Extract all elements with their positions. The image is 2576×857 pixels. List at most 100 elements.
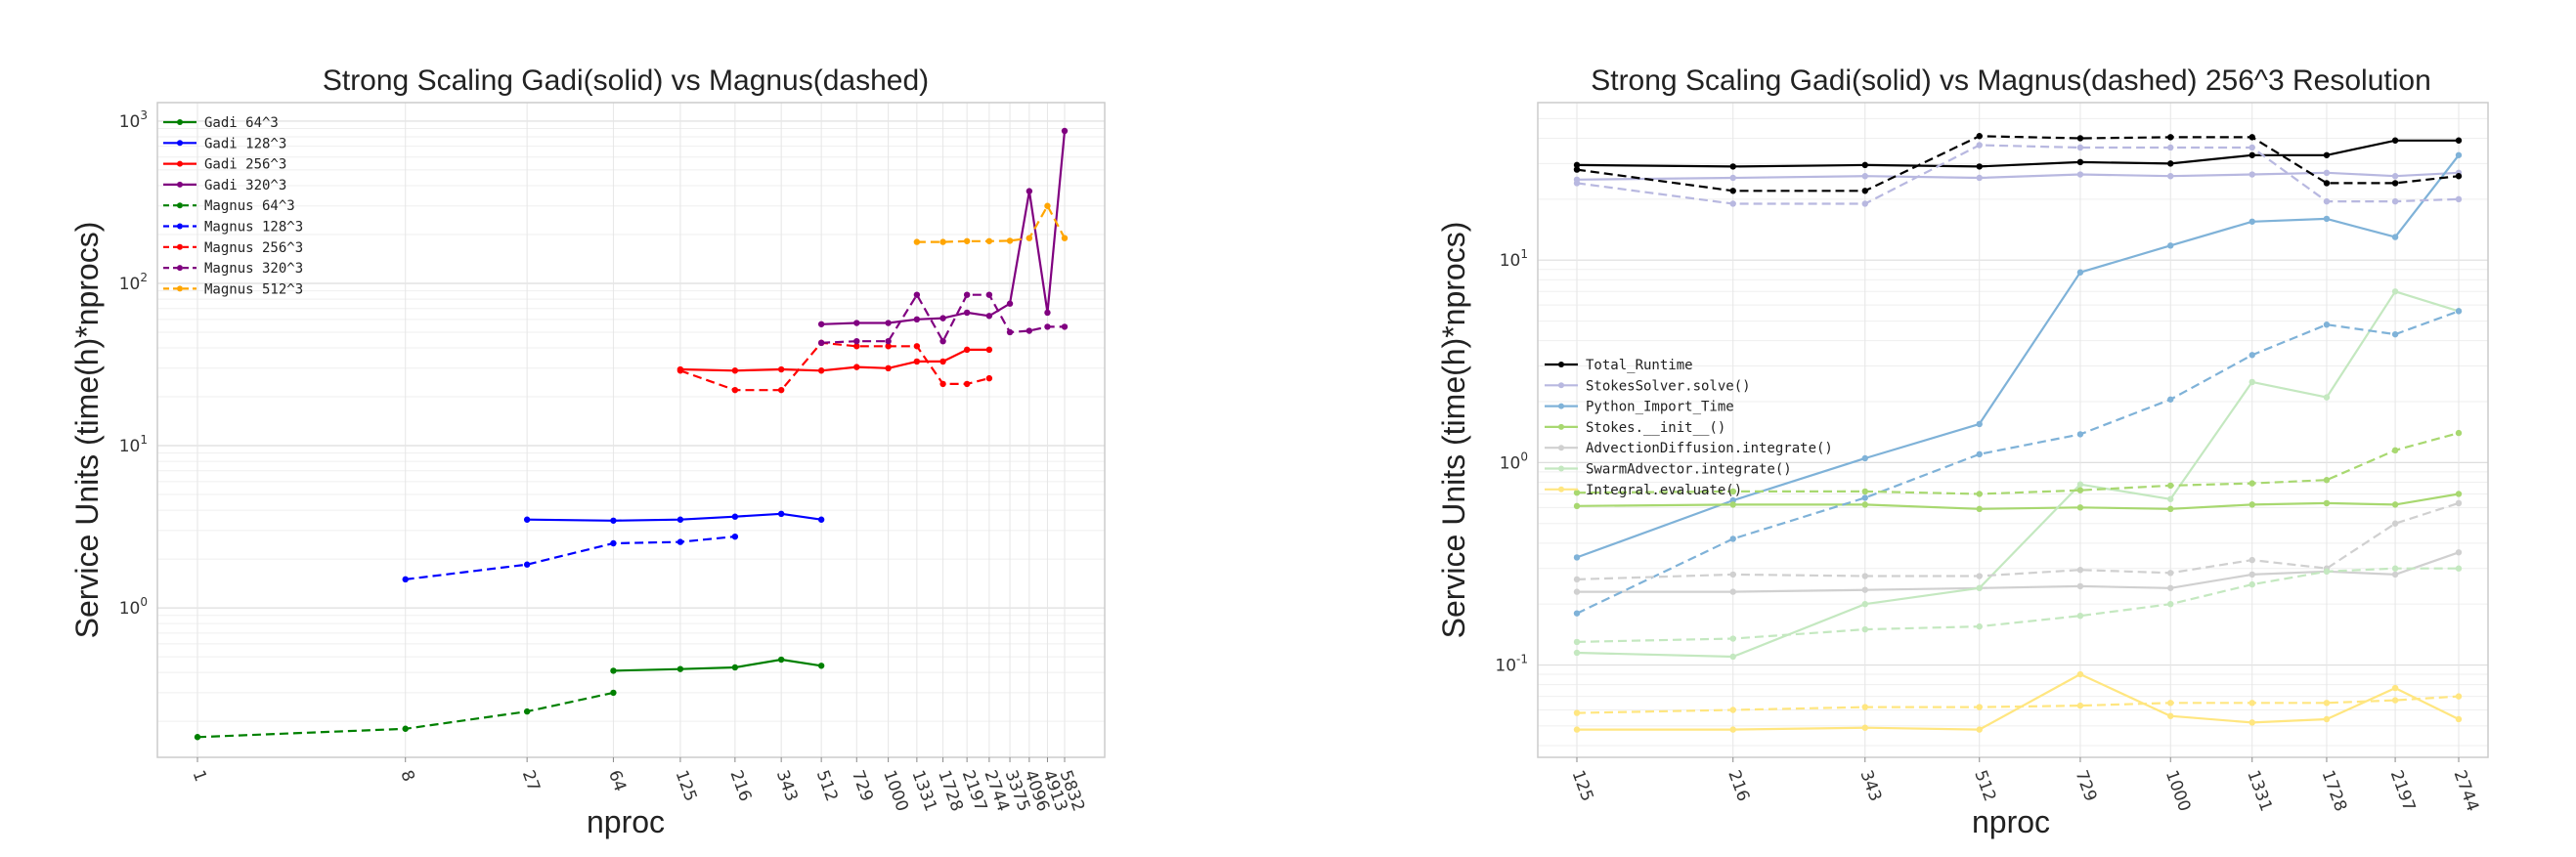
data-point — [2455, 151, 2463, 158]
series-line — [1576, 144, 2460, 205]
data-point — [1861, 573, 1868, 579]
data-point — [1861, 494, 1868, 501]
data-point — [1976, 142, 1983, 149]
data-point — [2249, 378, 2255, 386]
data-point — [2323, 499, 2331, 507]
x-tick-label: 1331 — [2243, 768, 2276, 814]
series-line — [1576, 567, 2459, 643]
data-point — [1573, 161, 1581, 169]
data-point — [2167, 242, 2174, 249]
data-point — [1976, 726, 1983, 733]
legend-marker — [177, 223, 183, 230]
data-point — [677, 516, 684, 523]
data-point — [610, 539, 617, 547]
data-point — [817, 321, 825, 327]
data-point — [2391, 697, 2399, 704]
data-point — [913, 238, 921, 245]
x-axis-label: nproc — [1972, 804, 2050, 839]
series-line — [1577, 551, 2460, 593]
data-point — [1861, 704, 1868, 710]
data-point — [194, 734, 201, 741]
legend-marker — [1558, 423, 1564, 430]
data-point — [1861, 173, 1868, 180]
data-point — [1573, 180, 1581, 187]
data-point — [1006, 328, 1014, 336]
data-point — [853, 320, 860, 326]
chart-scaling-svg: 1 8 27 64 125 216 343 512 729 1000133117282197274… — [69, 64, 1106, 839]
legend-label: Gadi 128^3 — [204, 136, 286, 151]
data-point — [2076, 269, 2084, 276]
data-point — [853, 343, 860, 350]
data-point — [2391, 180, 2399, 187]
legend-label: Total_Runtime — [1586, 358, 1693, 373]
data-point — [1006, 300, 1014, 307]
data-point — [2455, 565, 2463, 572]
data-point — [913, 358, 921, 365]
x-tick-label: 125 — [1568, 768, 1597, 804]
data-point — [817, 367, 825, 374]
plot-frame — [1537, 102, 2489, 758]
series-line — [916, 204, 1066, 243]
data-point — [777, 365, 785, 373]
y-tick-label: 102 — [119, 271, 148, 294]
data-point — [2249, 571, 2255, 578]
y-tick-label: 101 — [1500, 247, 1528, 271]
data-point — [963, 309, 971, 317]
data-point — [853, 337, 860, 345]
data-point — [1729, 571, 1736, 578]
data-point — [1729, 174, 1736, 182]
series-line — [1576, 432, 2460, 495]
data-point — [2455, 693, 2463, 700]
series-line — [1576, 290, 2460, 659]
grid — [157, 103, 1105, 757]
data-point — [2391, 501, 2399, 508]
data-point — [2323, 197, 2331, 205]
legend-marker — [177, 140, 183, 147]
data-point — [2391, 173, 2399, 180]
data-point — [2076, 487, 2084, 493]
series-group — [1573, 133, 2463, 733]
x-tick-label: 2197 — [2386, 768, 2420, 814]
data-point — [2391, 684, 2399, 692]
y-tick-label: 100 — [1500, 450, 1528, 473]
chart-panel-scaling: 1 8 27 64 125 216 343 512 729 1000 1331 1728 2197 274… — [69, 64, 1106, 839]
series-line — [1576, 171, 2460, 181]
data-point — [1976, 420, 1983, 428]
data-point — [1729, 635, 1736, 642]
data-point — [1976, 622, 1983, 630]
legend-marker — [1558, 486, 1564, 493]
data-point — [1976, 491, 1983, 497]
x-tick-label: 216 — [1724, 768, 1753, 804]
data-point — [2323, 715, 2331, 723]
legend-marker — [177, 243, 183, 250]
data-point — [1729, 200, 1736, 207]
data-point — [2249, 501, 2255, 508]
data-point — [2076, 504, 2084, 511]
data-point — [963, 346, 971, 354]
data-point — [2323, 321, 2331, 328]
data-point — [731, 664, 739, 671]
data-point — [817, 339, 825, 347]
series-line — [679, 341, 990, 392]
y-axis-label: Service Units (time(h)*nprocs) — [69, 222, 105, 639]
x-tick-label: 729 — [2072, 768, 2101, 804]
legend-label: Gadi 320^3 — [204, 178, 286, 193]
data-point — [885, 337, 892, 345]
data-point — [2167, 495, 2174, 502]
data-point — [2391, 571, 2399, 578]
data-point — [853, 364, 860, 370]
data-point — [677, 538, 684, 545]
data-point — [913, 343, 921, 350]
data-point — [1061, 127, 1069, 135]
data-point — [1861, 161, 1868, 169]
legend: Total_Runtime StokesSolver.solve() Python_… — [1545, 358, 1833, 498]
x-tick-label: 512 — [1970, 768, 1999, 804]
data-point — [2323, 394, 2331, 401]
x-tick-label: 343 — [1856, 768, 1885, 804]
series-line — [196, 691, 614, 739]
legend-marker — [1558, 403, 1564, 409]
legend-marker — [1558, 445, 1564, 451]
legend-label: SwarmAdvector.integrate() — [1586, 462, 1792, 478]
data-point — [939, 315, 946, 321]
data-point — [985, 374, 993, 382]
